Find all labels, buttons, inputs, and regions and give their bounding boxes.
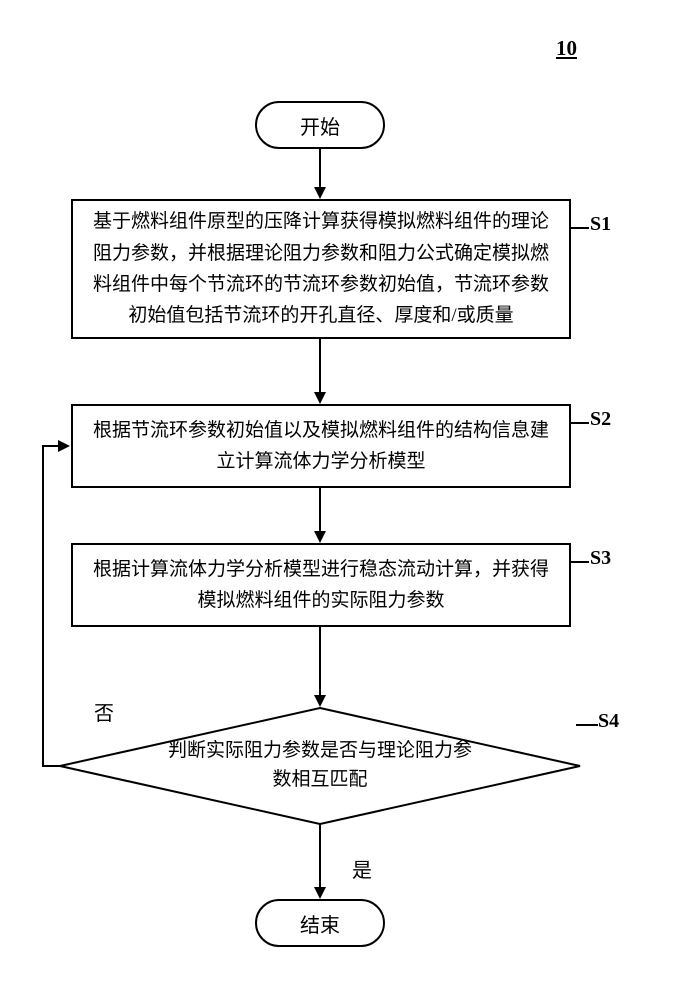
process-s3: 根据计算流体力学分析模型进行稳态流动计算，并获得模拟燃料组件的实际阻力参数 — [71, 543, 571, 627]
label-s4: S4 — [598, 710, 619, 733]
start-terminator: 开始 — [255, 101, 385, 149]
arrow-yes-head — [314, 887, 326, 899]
arrow-s3-s4-head — [314, 695, 326, 707]
process-s2-text: 根据节流环参数初始值以及模拟燃料组件的结构信息建立计算流体力学分析模型 — [91, 415, 551, 478]
process-s2: 根据节流环参数初始值以及模拟燃料组件的结构信息建立计算流体力学分析模型 — [71, 404, 571, 488]
diagram-id-label: 10 — [556, 36, 577, 61]
arrow-s2-s3 — [319, 488, 321, 533]
arrow-no-h1 — [42, 765, 62, 767]
branch-no-label: 否 — [94, 697, 114, 726]
arrow-start-s1 — [319, 149, 321, 189]
process-s3-text: 根据计算流体力学分析模型进行稳态流动计算，并获得模拟燃料组件的实际阻力参数 — [91, 554, 551, 617]
label-s2: S2 — [590, 408, 611, 431]
connector-s4 — [576, 724, 598, 726]
start-text: 开始 — [300, 111, 340, 140]
process-s1-text: 基于燃料组件原型的压降计算获得模拟燃料组件的理论阻力参数，并根据理论阻力参数和阻… — [91, 206, 551, 331]
arrow-no-head — [58, 440, 70, 452]
arrow-yes-v — [319, 824, 321, 889]
connector-s3 — [571, 561, 589, 563]
label-s3: S3 — [590, 547, 611, 570]
arrow-s1-s2 — [319, 339, 321, 394]
decision-s4-text: 判断实际阻力参数是否与理论阻力参数相互匹配 — [160, 737, 480, 794]
connector-s1 — [571, 227, 589, 229]
arrow-s3-s4 — [319, 627, 321, 697]
arrow-no-v — [42, 446, 44, 767]
end-terminator: 结束 — [255, 899, 385, 947]
connector-s2 — [571, 422, 589, 424]
arrow-s2-s3-head — [314, 531, 326, 543]
arrow-start-s1-head — [314, 187, 326, 199]
label-s1: S1 — [590, 213, 611, 236]
branch-yes-label: 是 — [352, 854, 372, 883]
process-s1: 基于燃料组件原型的压降计算获得模拟燃料组件的理论阻力参数，并根据理论阻力参数和阻… — [71, 199, 571, 339]
end-text: 结束 — [300, 909, 340, 938]
arrow-s1-s2-head — [314, 392, 326, 404]
